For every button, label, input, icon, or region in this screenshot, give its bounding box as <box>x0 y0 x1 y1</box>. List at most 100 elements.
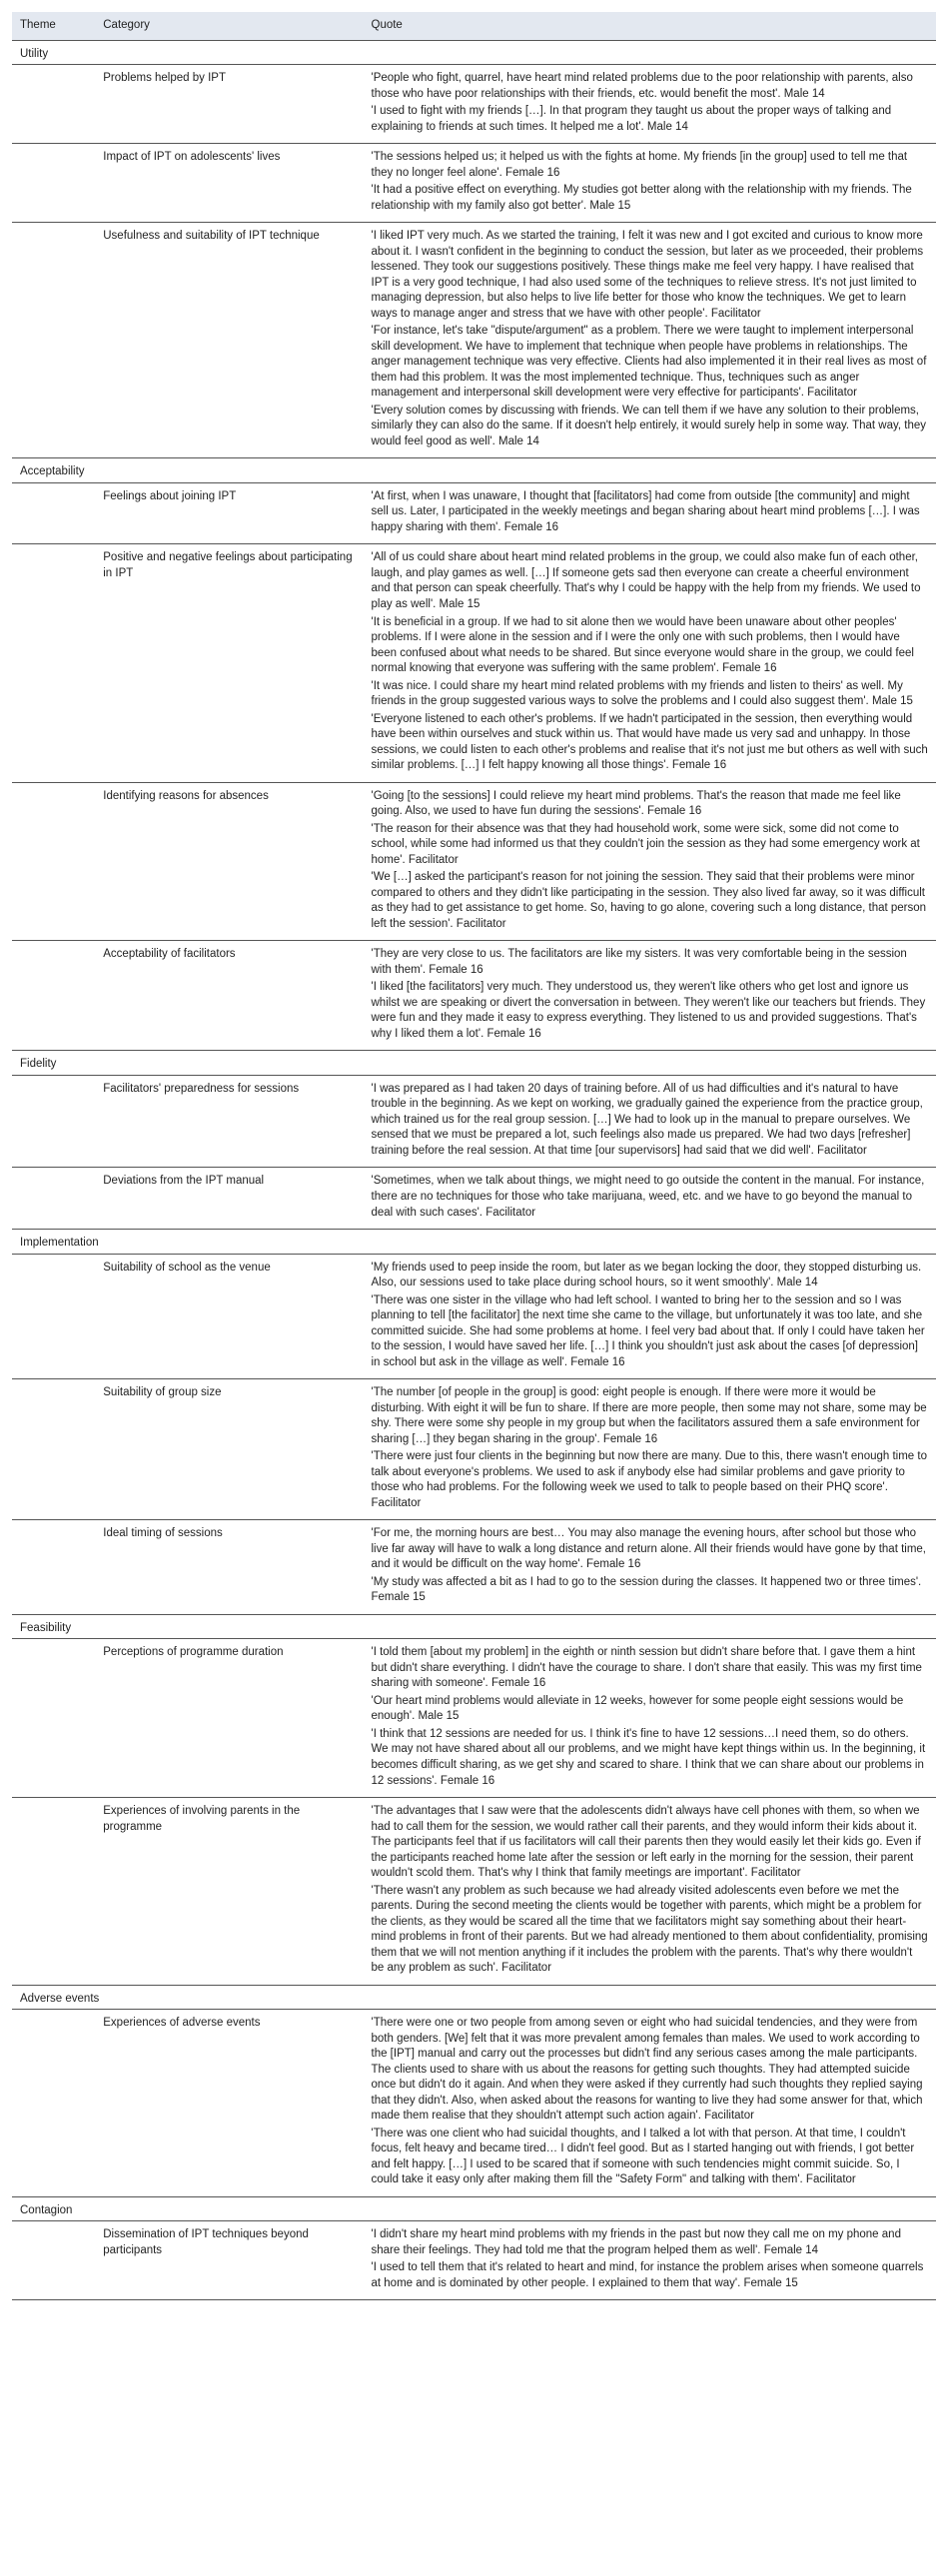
quote-text: 'The number [of people in the group] is … <box>372 1385 929 1447</box>
quote-cell: 'The advantages that I saw were that the… <box>364 1798 937 1986</box>
category-row: Experiences of involving parents in the … <box>12 1798 936 1986</box>
theme-label: Feasibility <box>12 1614 936 1638</box>
quote-cell: 'All of us could share about heart mind … <box>364 544 937 782</box>
category-row: Experiences of adverse events'There were… <box>12 2010 936 2197</box>
category-label: Experiences of involving parents in the … <box>95 1798 363 1986</box>
quote-cell: 'I liked IPT very much. As we started th… <box>364 223 937 458</box>
quote-text: 'I liked IPT very much. As we started th… <box>372 229 929 322</box>
quote-text: 'All of us could share about heart mind … <box>372 550 929 612</box>
category-row: Perceptions of programme duration'I told… <box>12 1639 936 1798</box>
theme-row: Feasibility <box>12 1614 936 1638</box>
category-row: Feelings about joining IPT'At first, whe… <box>12 482 936 544</box>
theme-row: Adverse events <box>12 1985 936 2009</box>
category-label: Perceptions of programme duration <box>95 1639 363 1798</box>
header-row: Theme Category Quote <box>12 12 936 40</box>
category-row: Dissemination of IPT techniques beyond p… <box>12 2221 936 2300</box>
quote-cell: 'People who fight, quarrel, have heart m… <box>364 65 937 144</box>
theme-row: Contagion <box>12 2196 936 2220</box>
quote-cell: 'Sometimes, when we talk about things, w… <box>364 1168 937 1230</box>
quote-text: 'There wasn't any problem as such becaus… <box>372 1884 929 1977</box>
quote-cell: 'For me, the morning hours are best… You… <box>364 1520 937 1615</box>
quote-text: 'Every solution comes by discussing with… <box>372 404 929 450</box>
quote-cell: 'I was prepared as I had taken 20 days o… <box>364 1075 937 1168</box>
quote-cell: 'They are very close to us. The facilita… <box>364 941 937 1051</box>
quote-text: 'My friends used to peep inside the room… <box>372 1261 929 1291</box>
quote-text: 'There was one client who had suicidal t… <box>372 2127 929 2188</box>
quote-text: 'There was one sister in the village who… <box>372 1293 929 1371</box>
category-label: Impact of IPT on adolescents' lives <box>95 144 363 223</box>
quote-text: 'People who fight, quarrel, have heart m… <box>372 71 929 102</box>
category-label: Acceptability of facilitators <box>95 941 363 1051</box>
quote-text: 'Sometimes, when we talk about things, w… <box>372 1174 929 1221</box>
quote-text: 'At first, when I was unaware, I thought… <box>372 489 929 536</box>
quote-cell: 'The number [of people in the group] is … <box>364 1379 937 1520</box>
theme-label: Contagion <box>12 2196 936 2220</box>
category-row: Problems helped by IPT 'People who fight,… <box>12 65 936 144</box>
category-label: Identifying reasons for absences <box>95 782 363 941</box>
category-label: Experiences of adverse events <box>95 2010 363 2197</box>
quote-text: 'I told them [about my problem] in the e… <box>372 1645 929 1692</box>
quote-text: 'I liked [the facilitators] very much. T… <box>372 980 929 1042</box>
category-row: Suitability of group size'The number [of… <box>12 1379 936 1520</box>
category-label: Positive and negative feelings about par… <box>95 544 363 782</box>
theme-label: Utility <box>12 40 936 64</box>
quote-cell: 'I didn't share my heart mind problems w… <box>364 2221 937 2300</box>
header-theme: Theme <box>12 12 95 40</box>
theme-label: Acceptability <box>12 458 936 482</box>
category-label: Ideal timing of sessions <box>95 1520 363 1615</box>
quote-cell: 'There were one or two people from among… <box>364 2010 937 2197</box>
header-quote: Quote <box>364 12 937 40</box>
quote-text: 'I didn't share my heart mind problems w… <box>372 2227 929 2258</box>
quote-text: 'We […] asked the participant's reason f… <box>372 870 929 932</box>
theme-row: Implementation <box>12 1230 936 1254</box>
category-row: Ideal timing of sessions'For me, the mor… <box>12 1520 936 1615</box>
category-label: Dissemination of IPT techniques beyond p… <box>95 2221 363 2300</box>
theme-label: Implementation <box>12 1230 936 1254</box>
quote-cell: 'I told them [about my problem] in the e… <box>364 1639 937 1798</box>
category-row: Identifying reasons for absences 'Going [… <box>12 782 936 941</box>
category-label: Problems helped by IPT <box>95 65 363 144</box>
category-label: Suitability of group size <box>95 1379 363 1520</box>
quote-text: 'The reason for their absence was that t… <box>372 822 929 869</box>
category-row: Suitability of school as the venue 'My fr… <box>12 1254 936 1379</box>
category-label: Suitability of school as the venue <box>95 1254 363 1379</box>
quote-cell: 'Going [to the sessions] I could relieve… <box>364 782 937 941</box>
quote-cell: 'The sessions helped us; it helped us wi… <box>364 144 937 223</box>
quote-cell: 'My friends used to peep inside the room… <box>364 1254 937 1379</box>
quote-text: 'I was prepared as I had taken 20 days o… <box>372 1082 929 1160</box>
quote-text: 'It had a positive effect on everything.… <box>372 183 929 214</box>
quote-cell: 'At first, when I was unaware, I thought… <box>364 482 937 544</box>
theme-label: Adverse events <box>12 1985 936 2009</box>
quote-text: 'I used to fight with my friends […]. In… <box>372 104 929 135</box>
theme-row: Fidelity <box>12 1051 936 1075</box>
quote-text: 'Our heart mind problems would alleviate… <box>372 1694 929 1725</box>
quote-text: 'I used to tell them that it's related t… <box>372 2260 929 2291</box>
category-row: Acceptability of facilitators 'They are v… <box>12 941 936 1051</box>
category-label: Deviations from the IPT manual <box>95 1168 363 1230</box>
quote-text: 'For instance, let's take "dispute/argum… <box>372 324 929 402</box>
theme-row: Acceptability <box>12 458 936 482</box>
quote-text: 'The sessions helped us; it helped us wi… <box>372 150 929 181</box>
theme-label: Fidelity <box>12 1051 936 1075</box>
header-category: Category <box>95 12 363 40</box>
category-row: Usefulness and suitability of IPT techni… <box>12 223 936 458</box>
quote-text: 'For me, the morning hours are best… You… <box>372 1526 929 1573</box>
category-row: Positive and negative feelings about par… <box>12 544 936 782</box>
category-row: Facilitators' preparedness for sessions'… <box>12 1075 936 1168</box>
category-label: Facilitators' preparedness for sessions <box>95 1075 363 1168</box>
quote-text: 'Going [to the sessions] I could relieve… <box>372 789 929 820</box>
quote-text: 'There were just four clients in the beg… <box>372 1449 929 1511</box>
quote-text: 'My study was affected a bit as I had to… <box>372 1575 929 1606</box>
quote-text: 'Everyone listened to each other's probl… <box>372 712 929 774</box>
quote-text: 'It was nice. I could share my heart min… <box>372 679 929 710</box>
theme-row: Utility <box>12 40 936 64</box>
quote-text: 'The advantages that I saw were that the… <box>372 1804 929 1882</box>
quote-text: 'I think that 12 sessions are needed for… <box>372 1727 929 1789</box>
category-label: Usefulness and suitability of IPT techni… <box>95 223 363 458</box>
category-row: Deviations from the IPT manual'Sometimes… <box>12 1168 936 1230</box>
quote-text: 'It is beneficial in a group. If we had … <box>372 615 929 677</box>
quote-text: 'They are very close to us. The facilita… <box>372 947 929 978</box>
qualitative-themes-table: Theme Category Quote UtilityProblems hel… <box>12 12 936 2300</box>
quote-text: 'There were one or two people from among… <box>372 2016 929 2125</box>
category-row: Impact of IPT on adolescents' lives 'The … <box>12 144 936 223</box>
